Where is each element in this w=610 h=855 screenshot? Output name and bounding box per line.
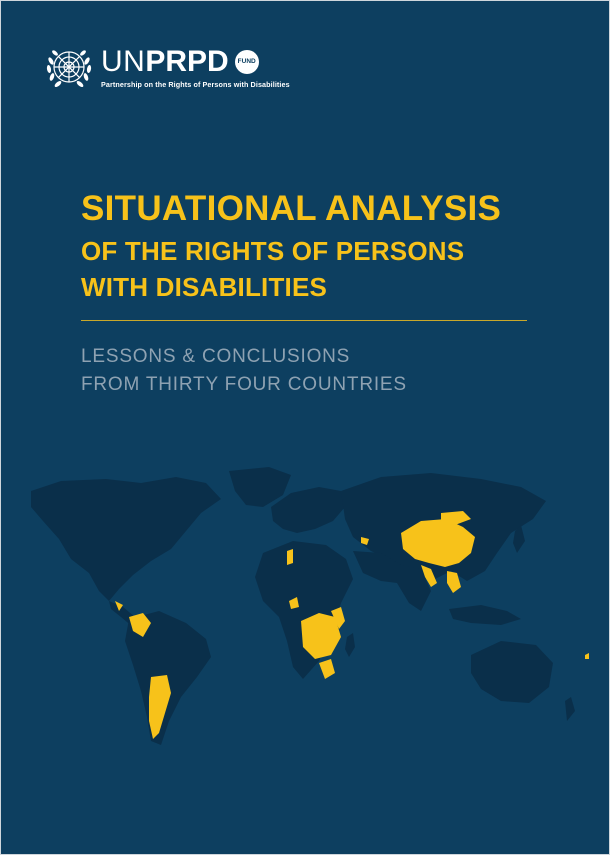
title-line-3: WITH DISABILITIES <box>81 272 328 302</box>
land-africa <box>255 541 353 679</box>
country-colombia <box>129 613 151 637</box>
subtitle-line-1: LESSONS & CONCLUSIONS <box>81 346 351 367</box>
land-europe <box>271 487 345 533</box>
brand-text: UN PRPD FUND Partnership on the Rights of… <box>101 44 290 89</box>
title-divider <box>81 320 527 321</box>
country-west-africa <box>289 597 299 609</box>
land-australia <box>471 641 553 703</box>
country-southeast-asia <box>447 571 461 593</box>
country-east-africa <box>331 607 345 629</box>
country-central-america <box>115 601 123 611</box>
land-indonesia <box>449 605 521 625</box>
country-middle-east <box>361 537 369 545</box>
report-subtitle: LESSONS & CONCLUSIONS FROM THIRTY FOUR C… <box>81 343 407 399</box>
highlighted-countries <box>115 511 589 739</box>
country-pacific-island <box>585 653 589 659</box>
country-central-africa <box>301 613 341 659</box>
land-south-asia <box>353 551 431 611</box>
land-japan <box>513 525 525 553</box>
country-china <box>401 519 475 567</box>
country-southern-africa <box>319 659 335 679</box>
title-line-2: OF THE RIGHTS OF PERSONS <box>81 236 465 266</box>
brand-tagline: Partnership on the Rights of Persons wit… <box>101 79 290 89</box>
fund-badge: FUND <box>234 49 259 74</box>
brand-name: PRPD <box>145 44 229 78</box>
world-map <box>31 467 589 745</box>
subtitle-line-2: FROM THIRTY FOUR COUNTRIES <box>81 374 407 395</box>
country-mongolia <box>441 511 471 525</box>
land-new-zealand <box>565 697 575 721</box>
country-argentina <box>149 675 171 739</box>
report-title: SITUATIONAL ANALYSIS OF THE RIGHTS OF PE… <box>81 189 501 305</box>
country-india-region <box>421 565 437 587</box>
land-north-america <box>31 477 221 601</box>
unprpd-logo: UN PRPD FUND Partnership on the Rights of… <box>43 41 290 93</box>
land-masses <box>31 467 575 745</box>
land-greenland <box>229 467 291 507</box>
title-line-1: SITUATIONAL ANALYSIS <box>81 189 502 228</box>
brand-prefix: UN <box>101 44 146 78</box>
un-emblem-icon <box>46 50 92 87</box>
land-madagascar <box>345 633 355 657</box>
country-north-africa <box>287 549 293 565</box>
land-south-america <box>125 611 211 745</box>
